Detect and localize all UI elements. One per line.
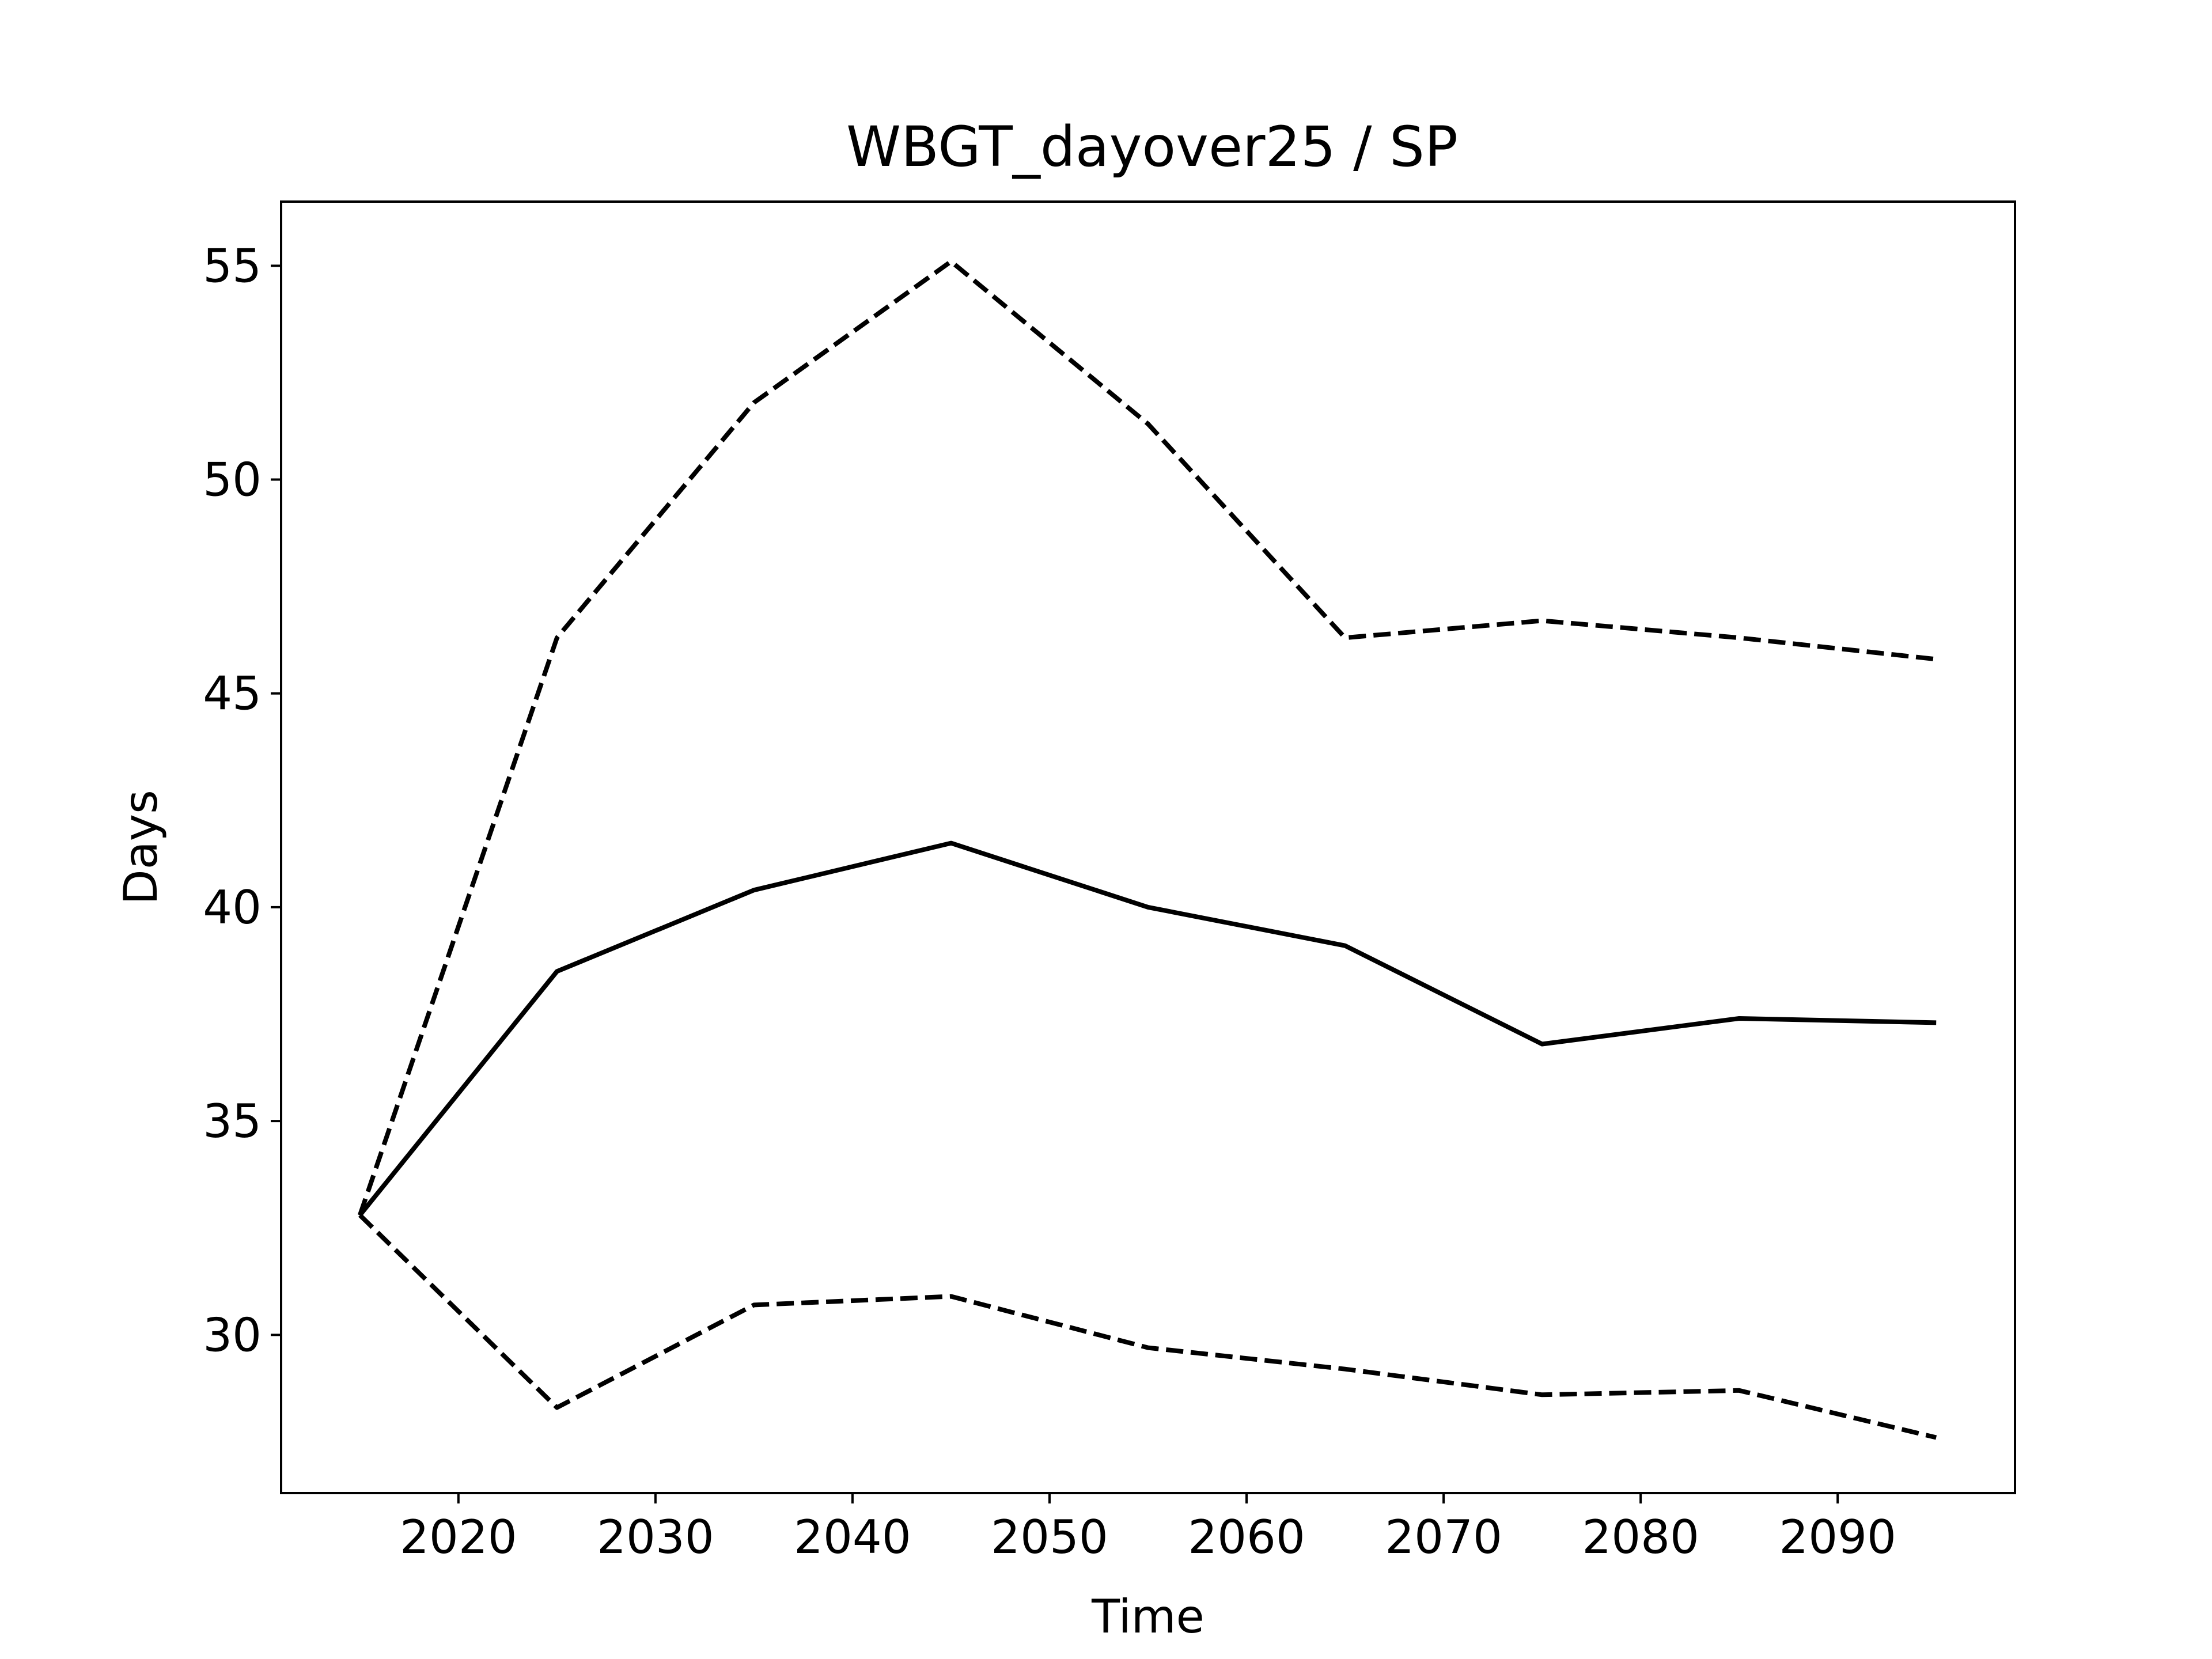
y-tick-label: 35: [203, 1094, 262, 1148]
dashed-series-line-1: [358, 259, 1937, 1216]
dashed-series-line-2: [358, 1213, 1937, 1440]
y-tick-label: 55: [203, 239, 262, 293]
y-axis-label: Days: [114, 790, 168, 905]
y-tick-label: 40: [203, 881, 262, 934]
x-tick-label: 2040: [794, 1510, 911, 1564]
x-tick-label: 2050: [991, 1510, 1108, 1564]
x-tick-label: 2030: [597, 1510, 714, 1564]
y-tick-label: 45: [203, 667, 262, 721]
series-layer: [358, 259, 1937, 1440]
plot-area-frame: [280, 200, 2016, 1494]
y-tick-label: 30: [203, 1308, 262, 1362]
x-axis-label: Time: [1091, 1590, 1205, 1643]
x-tick-label: 2020: [400, 1510, 517, 1564]
x-tick-label: 2090: [1779, 1510, 1896, 1564]
y-tick-label: 50: [203, 453, 262, 507]
x-tick-label: 2080: [1582, 1510, 1699, 1564]
chart-title: WBGT_dayover25 / SP: [846, 115, 1458, 179]
x-tick-label: 2070: [1385, 1510, 1502, 1564]
y-axis-ticks: 30 35 40 45 50 55: [203, 239, 281, 1362]
x-axis-ticks: 2020 2030 2040 2050 2060 2070 2080 2090: [400, 1493, 1896, 1564]
solid-series-line-0: [358, 840, 1937, 1217]
x-tick-label: 2060: [1188, 1510, 1305, 1564]
